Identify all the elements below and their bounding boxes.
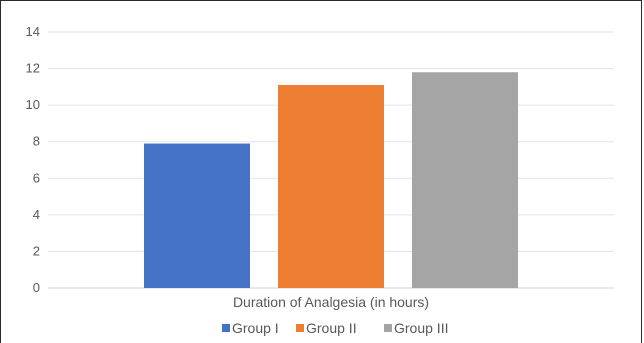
y-tick-label: 10: [26, 97, 40, 112]
y-tick-label: 2: [33, 243, 40, 258]
y-tick-label: 8: [33, 134, 40, 149]
bar-group-i: [144, 143, 250, 288]
legend: Group I Group II Group III: [222, 320, 448, 336]
legend-swatch-group-iii: [384, 324, 392, 332]
legend-swatch-group-ii: [296, 324, 304, 332]
legend-swatch-group-i: [222, 324, 230, 332]
legend-label: Group II: [306, 320, 357, 336]
category-label: Duration of Analgesia (in hours): [233, 294, 429, 310]
y-tick-label: 6: [33, 170, 40, 185]
y-tick-label: 12: [26, 61, 40, 76]
x-axis-categories: Duration of Analgesia (in hours): [233, 294, 429, 310]
y-axis-ticks: 0 2 4 6 8 10 12 14: [26, 24, 40, 295]
bar-group-ii: [278, 85, 384, 289]
legend-label: Group III: [394, 320, 448, 336]
y-tick-label: 4: [33, 207, 40, 222]
legend-label: Group I: [232, 320, 279, 336]
y-tick-label: 14: [26, 24, 40, 39]
bar-group-iii: [412, 72, 518, 288]
y-tick-label: 0: [33, 280, 40, 295]
bars: [144, 72, 518, 289]
